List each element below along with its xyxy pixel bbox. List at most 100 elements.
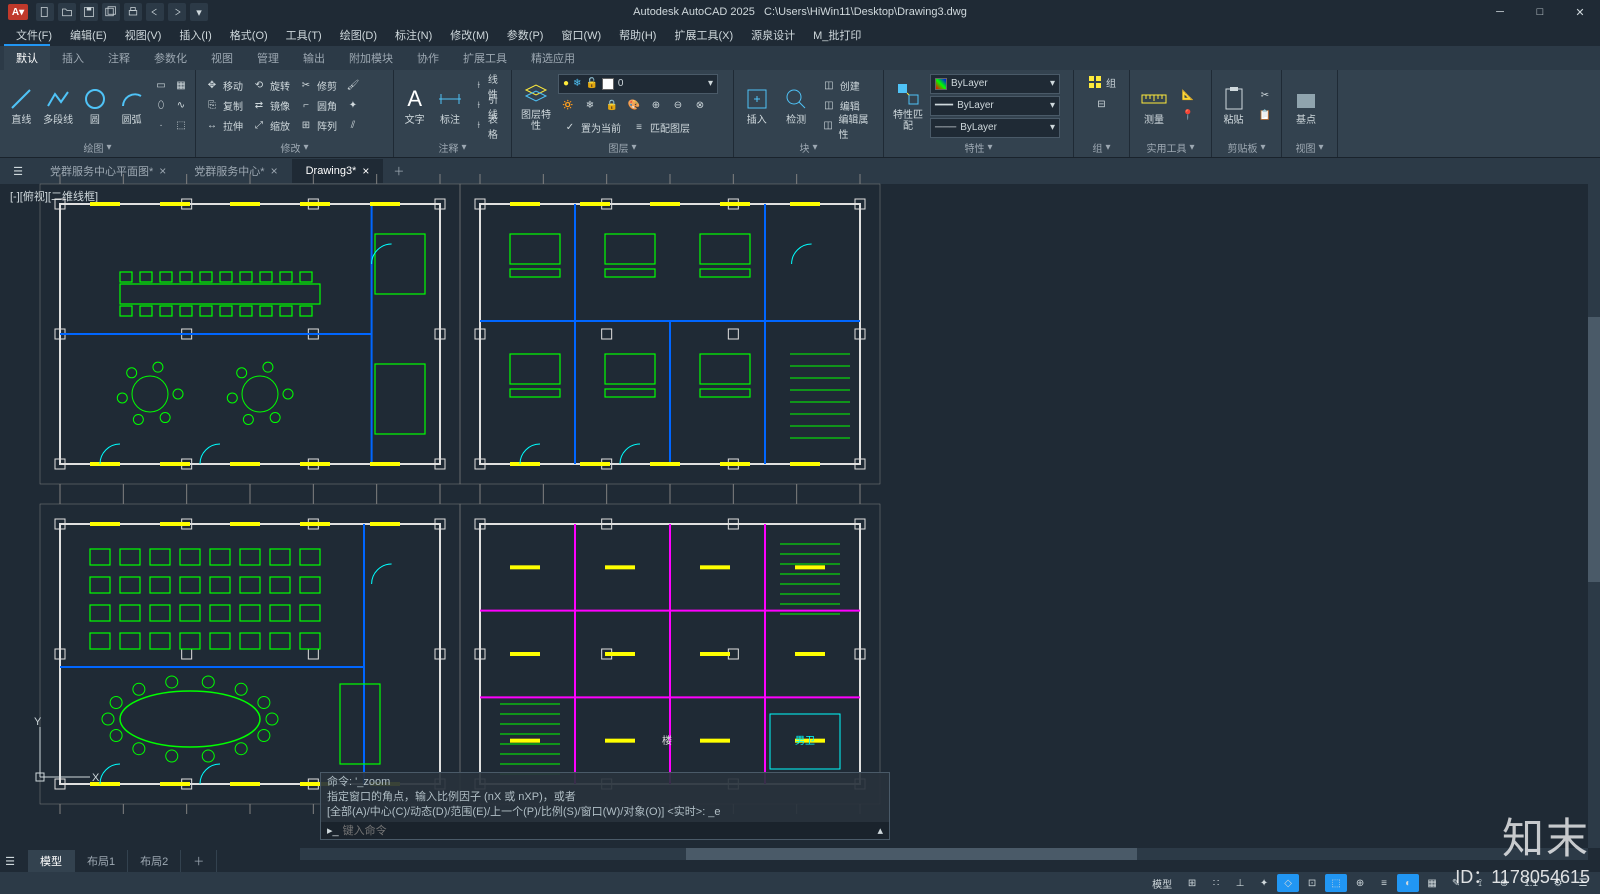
trim-button[interactable]: ✂修剪: [294, 76, 341, 96]
qat-saveall-icon[interactable]: [102, 3, 120, 21]
ribbon-tab-注释[interactable]: 注释: [96, 46, 142, 70]
paste-button[interactable]: 粘贴: [1216, 83, 1251, 128]
fillet-button[interactable]: ⌐圆角: [294, 96, 341, 116]
close-tab-icon[interactable]: ×: [271, 164, 278, 178]
file-tab[interactable]: Drawing3*×: [292, 159, 384, 183]
ribbon-tab-精选应用[interactable]: 精选应用: [519, 46, 587, 70]
group-button[interactable]: 组: [1083, 72, 1120, 92]
menu-扩展工具(X)[interactable]: 扩展工具(X): [666, 25, 741, 45]
qat-save-icon[interactable]: [80, 3, 98, 21]
app-logo[interactable]: A▾: [8, 4, 28, 20]
rect-button[interactable]: ▭: [151, 76, 171, 96]
qat-undo-icon[interactable]: [146, 3, 164, 21]
status-lwt-icon[interactable]: ≡: [1373, 874, 1395, 892]
layer-tool-6-icon[interactable]: ⊗: [690, 96, 710, 116]
circle-button[interactable]: 圆: [78, 83, 113, 128]
qat-more-icon[interactable]: ▾: [190, 3, 208, 21]
layout-tab-布局2[interactable]: 布局2: [128, 850, 181, 872]
menu-视图(V)[interactable]: 视图(V): [117, 25, 170, 45]
pline-button[interactable]: 多段线: [41, 83, 76, 128]
explode-button[interactable]: ✦: [341, 96, 368, 116]
qat-print-icon[interactable]: [124, 3, 142, 21]
menu-文件(F)[interactable]: 文件(F): [8, 25, 60, 45]
command-window[interactable]: 命令: '_zoom指定窗口的角点，输入比例因子 (nX 或 nXP)，或者[全…: [320, 772, 890, 840]
match-properties-button[interactable]: 特性匹配: [888, 78, 928, 134]
status-polar-icon[interactable]: ✦: [1253, 874, 1275, 892]
menu-编辑(E)[interactable]: 编辑(E): [62, 25, 115, 45]
ribbon-tab-插入[interactable]: 插入: [50, 46, 96, 70]
menu-格式(O)[interactable]: 格式(O): [222, 25, 276, 45]
scale-button[interactable]: ⤢缩放: [247, 116, 294, 136]
base-button[interactable]: 基点: [1286, 83, 1326, 128]
text-button[interactable]: A文字: [398, 83, 431, 128]
copy-icon[interactable]: 📋: [1253, 106, 1277, 126]
menu-参数(P)[interactable]: 参数(P): [499, 25, 552, 45]
file-tab[interactable]: 党群服务中心平面图*×: [36, 159, 180, 183]
close-button[interactable]: ✕: [1560, 0, 1600, 24]
close-tab-icon[interactable]: ×: [362, 164, 369, 178]
block-detect-button[interactable]: 检测: [777, 83, 814, 128]
stretch-button[interactable]: ↔拉伸: [200, 116, 247, 136]
layer-tool-1-icon[interactable]: ❄: [580, 96, 600, 116]
layout-tab-模型[interactable]: 模型: [28, 850, 75, 872]
command-up-icon[interactable]: ▴: [877, 824, 883, 837]
qat-open-icon[interactable]: [58, 3, 76, 21]
menu-修改(M)[interactable]: 修改(M): [442, 25, 497, 45]
layer-tool-5-icon[interactable]: ⊖: [668, 96, 688, 116]
status-ortho-icon[interactable]: ⊥: [1229, 874, 1251, 892]
menu-插入(I)[interactable]: 插入(I): [171, 25, 219, 45]
arc-button[interactable]: 圆弧: [114, 83, 149, 128]
ribbon-tab-参数化[interactable]: 参数化: [142, 46, 199, 70]
qat-redo-icon[interactable]: [168, 3, 186, 21]
status-dyn-icon[interactable]: ⊕: [1349, 874, 1371, 892]
lineweight-combo[interactable]: ━━━ByLayer▾: [930, 96, 1060, 116]
ungroup-button[interactable]: ⊟: [1090, 94, 1114, 114]
region-button[interactable]: ⬚: [171, 116, 191, 136]
util-point-icon[interactable]: 📍: [1176, 106, 1200, 126]
ribbon-tab-输出[interactable]: 输出: [291, 46, 337, 70]
menu-工具(T)[interactable]: 工具(T): [278, 25, 330, 45]
spline-button[interactable]: ∿: [171, 96, 191, 116]
qat-new-icon[interactable]: [36, 3, 54, 21]
status-otrack-icon[interactable]: ⊡: [1301, 874, 1323, 892]
layer-tool-2-icon[interactable]: 🔒: [602, 96, 622, 116]
brush-button[interactable]: 🖌: [341, 76, 368, 96]
menu-源泉设计[interactable]: 源泉设计: [743, 25, 803, 45]
layer-combo[interactable]: ●❄🔓0▾: [558, 74, 718, 94]
offset-button[interactable]: ⫽: [341, 116, 368, 136]
ribbon-tab-管理[interactable]: 管理: [245, 46, 291, 70]
color-combo[interactable]: ByLayer▾: [930, 74, 1060, 94]
move-button[interactable]: ✥移动: [200, 76, 247, 96]
command-line[interactable]: ▸_ ▴: [321, 822, 889, 839]
status-model-button[interactable]: 模型: [1146, 874, 1178, 892]
status-tran-icon[interactable]: ◐: [1397, 874, 1419, 892]
block-insert-button[interactable]: 插入: [738, 83, 775, 128]
maximize-button[interactable]: □: [1520, 0, 1560, 24]
close-tab-icon[interactable]: ×: [159, 164, 166, 178]
layer-match-button[interactable]: ≡匹配图层: [627, 118, 694, 138]
file-tab[interactable]: 党群服务中心*×: [180, 159, 291, 183]
command-input[interactable]: [343, 824, 874, 837]
rotate-button[interactable]: ⟲旋转: [247, 76, 294, 96]
layer-tool-0-icon[interactable]: 🔅: [558, 96, 578, 116]
linetype-combo[interactable]: ───ByLayer▾: [930, 118, 1060, 138]
layer-setcurrent-button[interactable]: ✓置为当前: [558, 118, 625, 138]
point-button[interactable]: ·: [151, 116, 171, 136]
new-layout-button[interactable]: ＋: [181, 850, 217, 872]
status-grid-icon[interactable]: ⊞: [1181, 874, 1203, 892]
layer-tool-3-icon[interactable]: 🎨: [624, 96, 644, 116]
hatch-button[interactable]: ▦: [171, 76, 191, 96]
util-calc-icon[interactable]: 📐: [1176, 86, 1200, 106]
annot-表格-button[interactable]: ⟊表格: [469, 116, 507, 136]
minimize-button[interactable]: ─: [1480, 0, 1520, 24]
status-qp-icon[interactable]: ▦: [1421, 874, 1443, 892]
horizontal-scrollbar[interactable]: [300, 848, 1588, 860]
layer-properties-button[interactable]: 图层特性: [516, 78, 556, 134]
file-tab-menu-icon[interactable]: ☰: [8, 161, 28, 181]
copy-button[interactable]: ⎘复制: [200, 96, 247, 116]
ribbon-tab-附加模块[interactable]: 附加模块: [337, 46, 405, 70]
menu-标注(N)[interactable]: 标注(N): [387, 25, 440, 45]
status-ducs-icon[interactable]: ⬚: [1325, 874, 1347, 892]
vertical-scrollbar[interactable]: [1588, 184, 1600, 848]
layout-menu-icon[interactable]: ☰: [0, 851, 20, 871]
